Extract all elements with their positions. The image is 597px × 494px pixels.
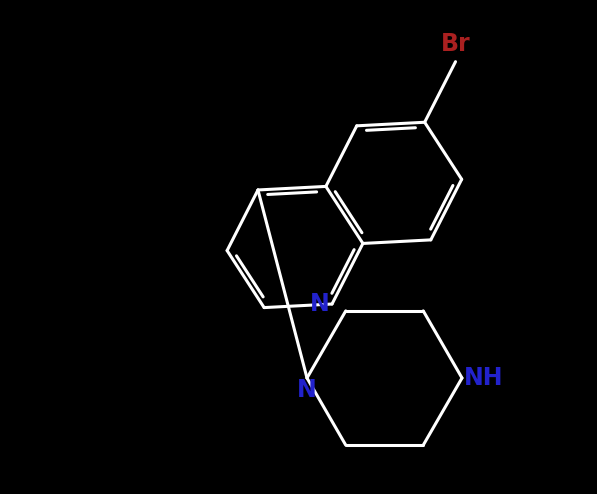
Text: N: N — [297, 378, 317, 402]
Text: Br: Br — [441, 32, 470, 56]
Text: N: N — [310, 292, 330, 316]
Text: NH: NH — [464, 366, 503, 390]
